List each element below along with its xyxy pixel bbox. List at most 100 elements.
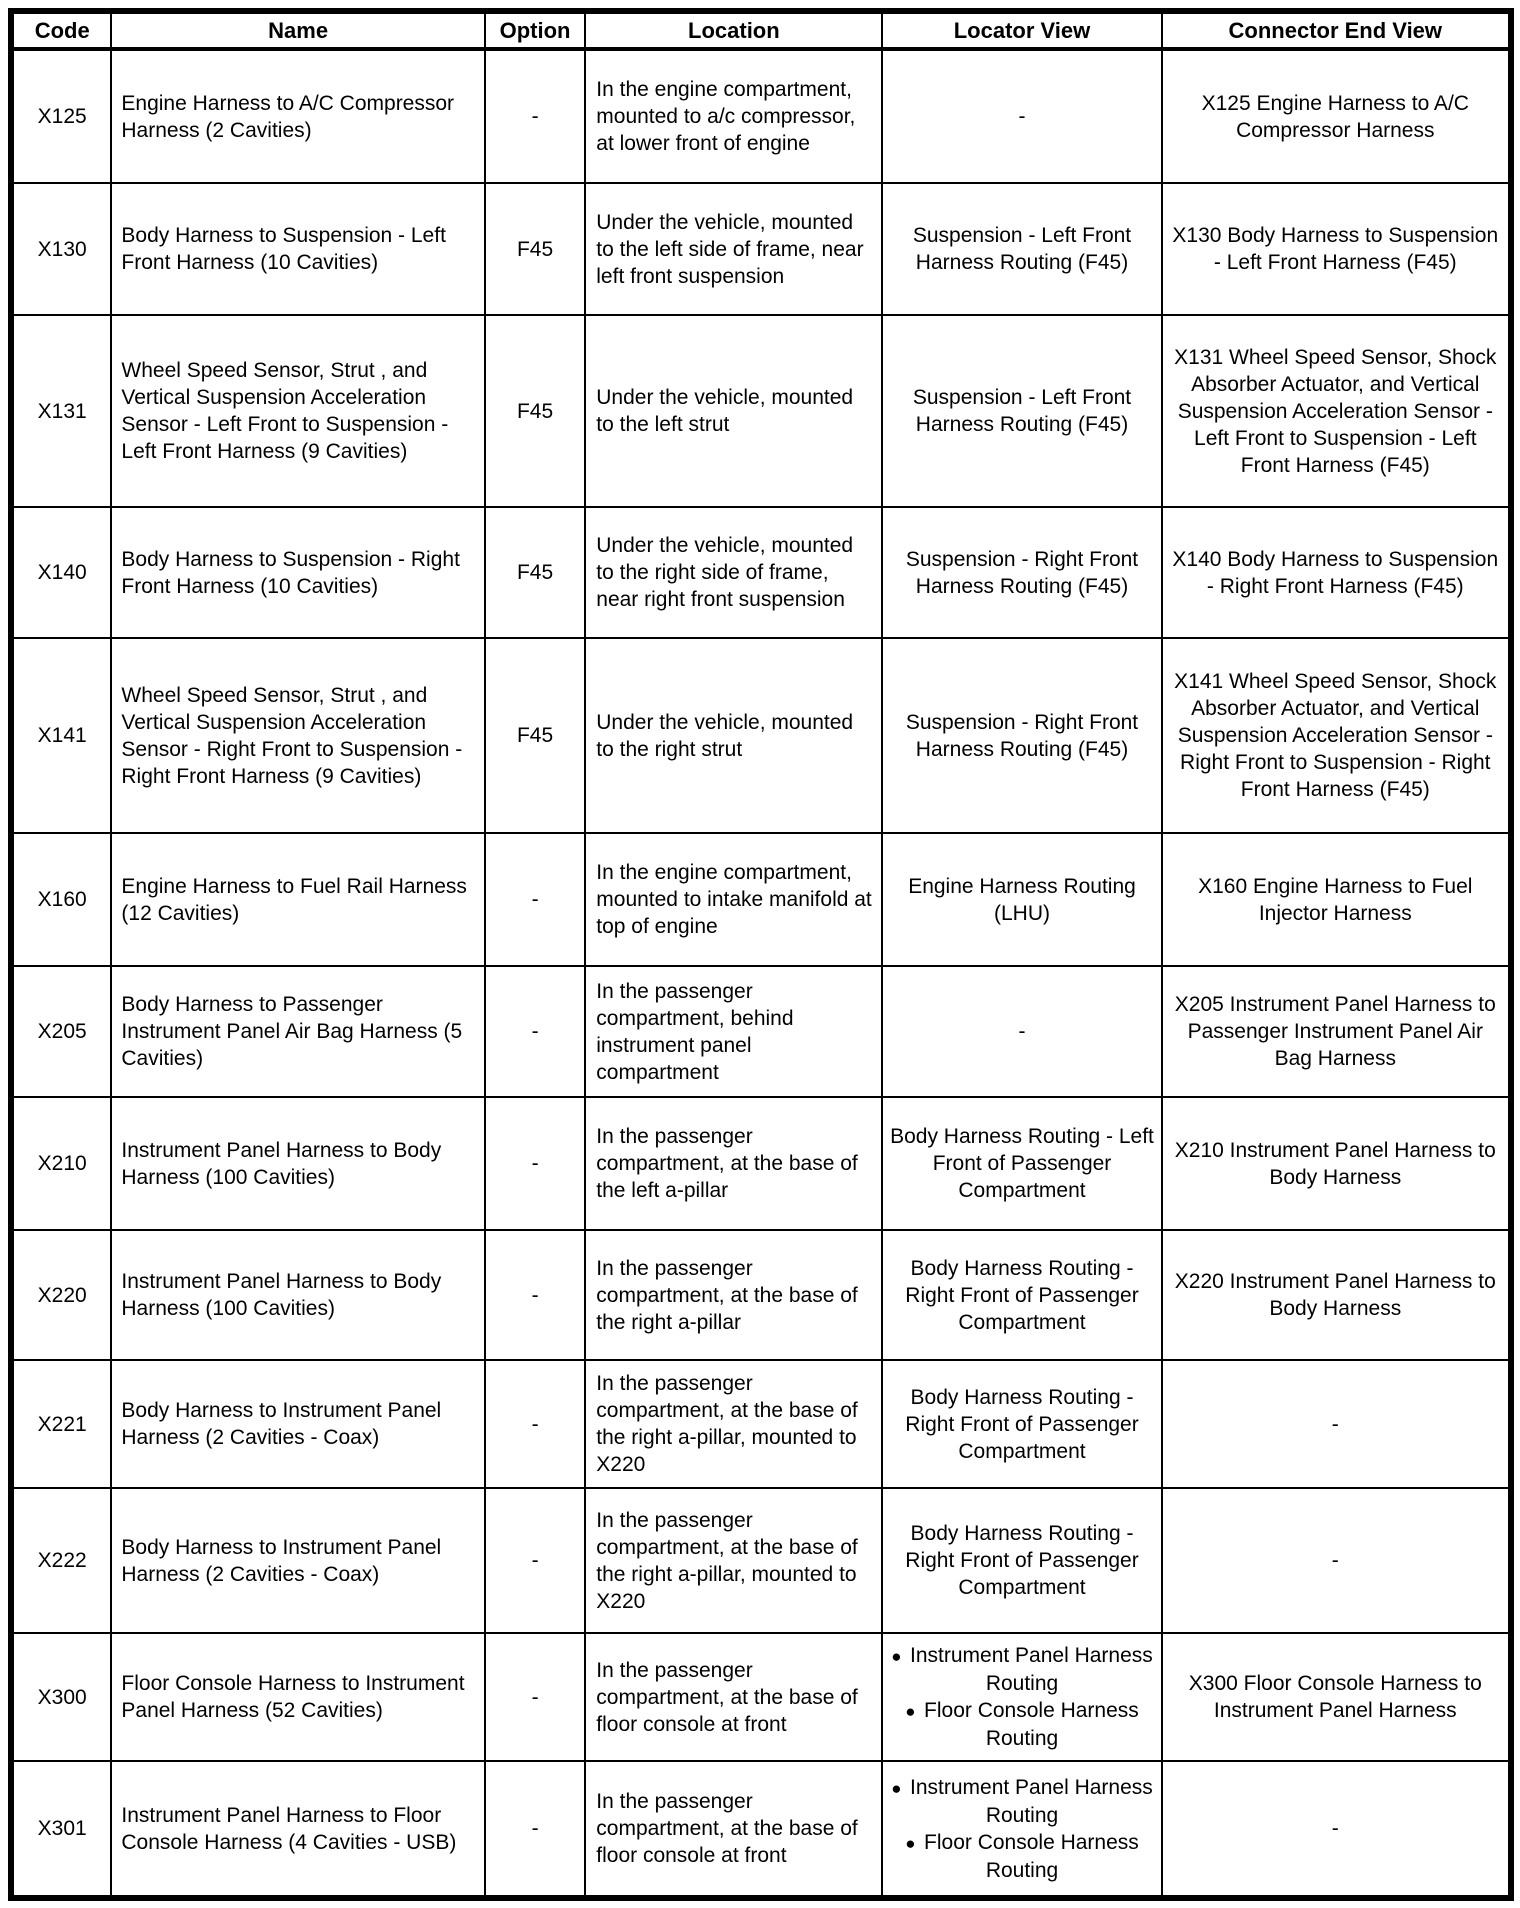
code-cell: X221 [9, 1359, 113, 1489]
table-body: X125 Engine Harness to A/C Compressor Har… [9, 48, 1513, 1899]
locator-view-cell: Instrument Panel Harness RoutingFloor Co… [881, 1632, 1163, 1762]
locator-bullet-item: Instrument Panel Harness Routing [889, 1642, 1154, 1697]
code-cell: X125 [9, 48, 113, 184]
code-cell: X301 [9, 1760, 113, 1899]
locator-view-cell: Body Harness Routing - Left Front of Pas… [881, 1096, 1163, 1231]
locator-bullet-item: Floor Console Harness Routing [889, 1829, 1154, 1884]
locator-bullet-item: Instrument Panel Harness Routing [889, 1774, 1154, 1829]
option-cell: - [483, 1487, 587, 1634]
table-row: X222 Body Harness to Instrument Panel Har… [9, 1487, 1513, 1634]
name-cell: Body Harness to Instrument Panel Harness… [110, 1359, 486, 1489]
location-cell: In the passenger compartment, at the bas… [584, 1359, 884, 1489]
option-cell: - [483, 48, 587, 184]
location-cell: In the engine compartment, mounted to a/… [584, 48, 884, 184]
code-cell: X130 [9, 182, 113, 316]
header-locator-view: Locator View [881, 10, 1163, 51]
code-cell: X222 [9, 1487, 113, 1634]
connector-end-view-cell: X141 Wheel Speed Sensor, Shock Absorber … [1160, 637, 1513, 834]
name-cell: Instrument Panel Harness to Body Harness… [110, 1096, 486, 1231]
option-cell: - [483, 832, 587, 967]
locator-view-cell: Body Harness Routing - Right Front of Pa… [881, 1487, 1163, 1634]
location-cell: In the passenger compartment, at the bas… [584, 1096, 884, 1231]
code-cell: X205 [9, 965, 113, 1098]
name-cell: Body Harness to Passenger Instrument Pan… [110, 965, 486, 1098]
name-cell: Wheel Speed Sensor, Strut , and Vertical… [110, 314, 486, 508]
connector-table: Code Name Option Location Locator View C… [8, 8, 1514, 1901]
location-cell: Under the vehicle, mounted to the right … [584, 506, 884, 639]
table-row: X125 Engine Harness to A/C Compressor Har… [9, 48, 1513, 184]
table-row: X141 Wheel Speed Sensor, Strut , and Vert… [9, 637, 1513, 834]
header-option: Option [483, 10, 587, 51]
locator-view-cell: Suspension - Left Front Harness Routing … [881, 182, 1163, 316]
table-row: X140 Body Harness to Suspension - Right F… [9, 506, 1513, 639]
name-cell: Body Harness to Suspension - Right Front… [110, 506, 486, 639]
table-header: Code Name Option Location Locator View C… [9, 10, 1513, 51]
connector-end-view-cell: X130 Body Harness to Suspension - Left F… [1160, 182, 1513, 316]
locator-bullet-item: Floor Console Harness Routing [889, 1697, 1154, 1752]
code-cell: X300 [9, 1632, 113, 1762]
connector-end-view-cell: - [1160, 1487, 1513, 1634]
connector-end-view-cell: X160 Engine Harness to Fuel Injector Har… [1160, 832, 1513, 967]
table-row: X220 Instrument Panel Harness to Body Har… [9, 1229, 1513, 1361]
location-cell: In the passenger compartment, at the bas… [584, 1632, 884, 1762]
header-location: Location [584, 10, 884, 51]
option-cell: F45 [483, 182, 587, 316]
connector-end-view-cell: X300 Floor Console Harness to Instrument… [1160, 1632, 1513, 1762]
code-cell: X141 [9, 637, 113, 834]
locator-bullet-list: Instrument Panel Harness RoutingFloor Co… [889, 1774, 1154, 1884]
table-row: X210 Instrument Panel Harness to Body Har… [9, 1096, 1513, 1231]
code-cell: X220 [9, 1229, 113, 1361]
option-cell: - [483, 1096, 587, 1231]
header-row: Code Name Option Location Locator View C… [9, 10, 1513, 51]
header-code: Code [9, 10, 113, 51]
name-cell: Floor Console Harness to Instrument Pane… [110, 1632, 486, 1762]
name-cell: Instrument Panel Harness to Floor Consol… [110, 1760, 486, 1899]
name-cell: Body Harness to Instrument Panel Harness… [110, 1487, 486, 1634]
locator-view-cell: - [881, 48, 1163, 184]
table-row: X300 Floor Console Harness to Instrument … [9, 1632, 1513, 1762]
location-cell: Under the vehicle, mounted to the right … [584, 637, 884, 834]
code-cell: X140 [9, 506, 113, 639]
location-cell: In the passenger compartment, at the bas… [584, 1487, 884, 1634]
locator-view-cell: Engine Harness Routing (LHU) [881, 832, 1163, 967]
name-cell: Body Harness to Suspension - Left Front … [110, 182, 486, 316]
option-cell: F45 [483, 637, 587, 834]
code-cell: X210 [9, 1096, 113, 1231]
table-row: X131 Wheel Speed Sensor, Strut , and Vert… [9, 314, 1513, 508]
location-cell: In the passenger compartment, at the bas… [584, 1760, 884, 1899]
name-cell: Wheel Speed Sensor, Strut , and Vertical… [110, 637, 486, 834]
location-cell: In the engine compartment, mounted to in… [584, 832, 884, 967]
location-cell: Under the vehicle, mounted to the left s… [584, 182, 884, 316]
locator-view-cell: Instrument Panel Harness RoutingFloor Co… [881, 1760, 1163, 1899]
table-row: X221 Body Harness to Instrument Panel Har… [9, 1359, 1513, 1489]
name-cell: Engine Harness to A/C Compressor Harness… [110, 48, 486, 184]
connector-end-view-cell: X205 Instrument Panel Harness to Passeng… [1160, 965, 1513, 1098]
option-cell: - [483, 1760, 587, 1899]
option-cell: - [483, 1632, 587, 1762]
option-cell: F45 [483, 506, 587, 639]
option-cell: - [483, 965, 587, 1098]
locator-view-cell: Body Harness Routing - Right Front of Pa… [881, 1229, 1163, 1361]
connector-end-view-cell: X210 Instrument Panel Harness to Body Ha… [1160, 1096, 1513, 1231]
header-name: Name [110, 10, 486, 51]
table-row: X301 Instrument Panel Harness to Floor Co… [9, 1760, 1513, 1899]
option-cell: - [483, 1359, 587, 1489]
option-cell: F45 [483, 314, 587, 508]
code-cell: X160 [9, 832, 113, 967]
table-row: X160 Engine Harness to Fuel Rail Harness … [9, 832, 1513, 967]
name-cell: Engine Harness to Fuel Rail Harness (12 … [110, 832, 486, 967]
table-row: X130 Body Harness to Suspension - Left Fr… [9, 182, 1513, 316]
locator-view-cell: - [881, 965, 1163, 1098]
header-connector-end-view: Connector End View [1160, 10, 1513, 51]
location-cell: Under the vehicle, mounted to the left s… [584, 314, 884, 508]
location-cell: In the passenger compartment, at the bas… [584, 1229, 884, 1361]
location-cell: In the passenger compartment, behind ins… [584, 965, 884, 1098]
locator-view-cell: Suspension - Right Front Harness Routing… [881, 637, 1163, 834]
connector-end-view-cell: X220 Instrument Panel Harness to Body Ha… [1160, 1229, 1513, 1361]
option-cell: - [483, 1229, 587, 1361]
connector-end-view-cell: X140 Body Harness to Suspension - Right … [1160, 506, 1513, 639]
locator-view-cell: Suspension - Right Front Harness Routing… [881, 506, 1163, 639]
locator-view-cell: Body Harness Routing - Right Front of Pa… [881, 1359, 1163, 1489]
locator-view-cell: Suspension - Left Front Harness Routing … [881, 314, 1163, 508]
